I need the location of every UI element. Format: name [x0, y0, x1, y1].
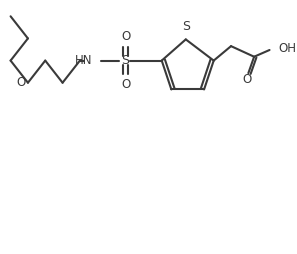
Text: HN: HN	[75, 54, 92, 67]
Text: O: O	[121, 30, 131, 43]
Text: O: O	[243, 73, 252, 86]
Text: OH: OH	[278, 42, 296, 55]
Text: O: O	[121, 78, 131, 91]
Text: O: O	[17, 76, 26, 89]
Text: S: S	[121, 54, 129, 67]
Text: S: S	[182, 20, 190, 33]
